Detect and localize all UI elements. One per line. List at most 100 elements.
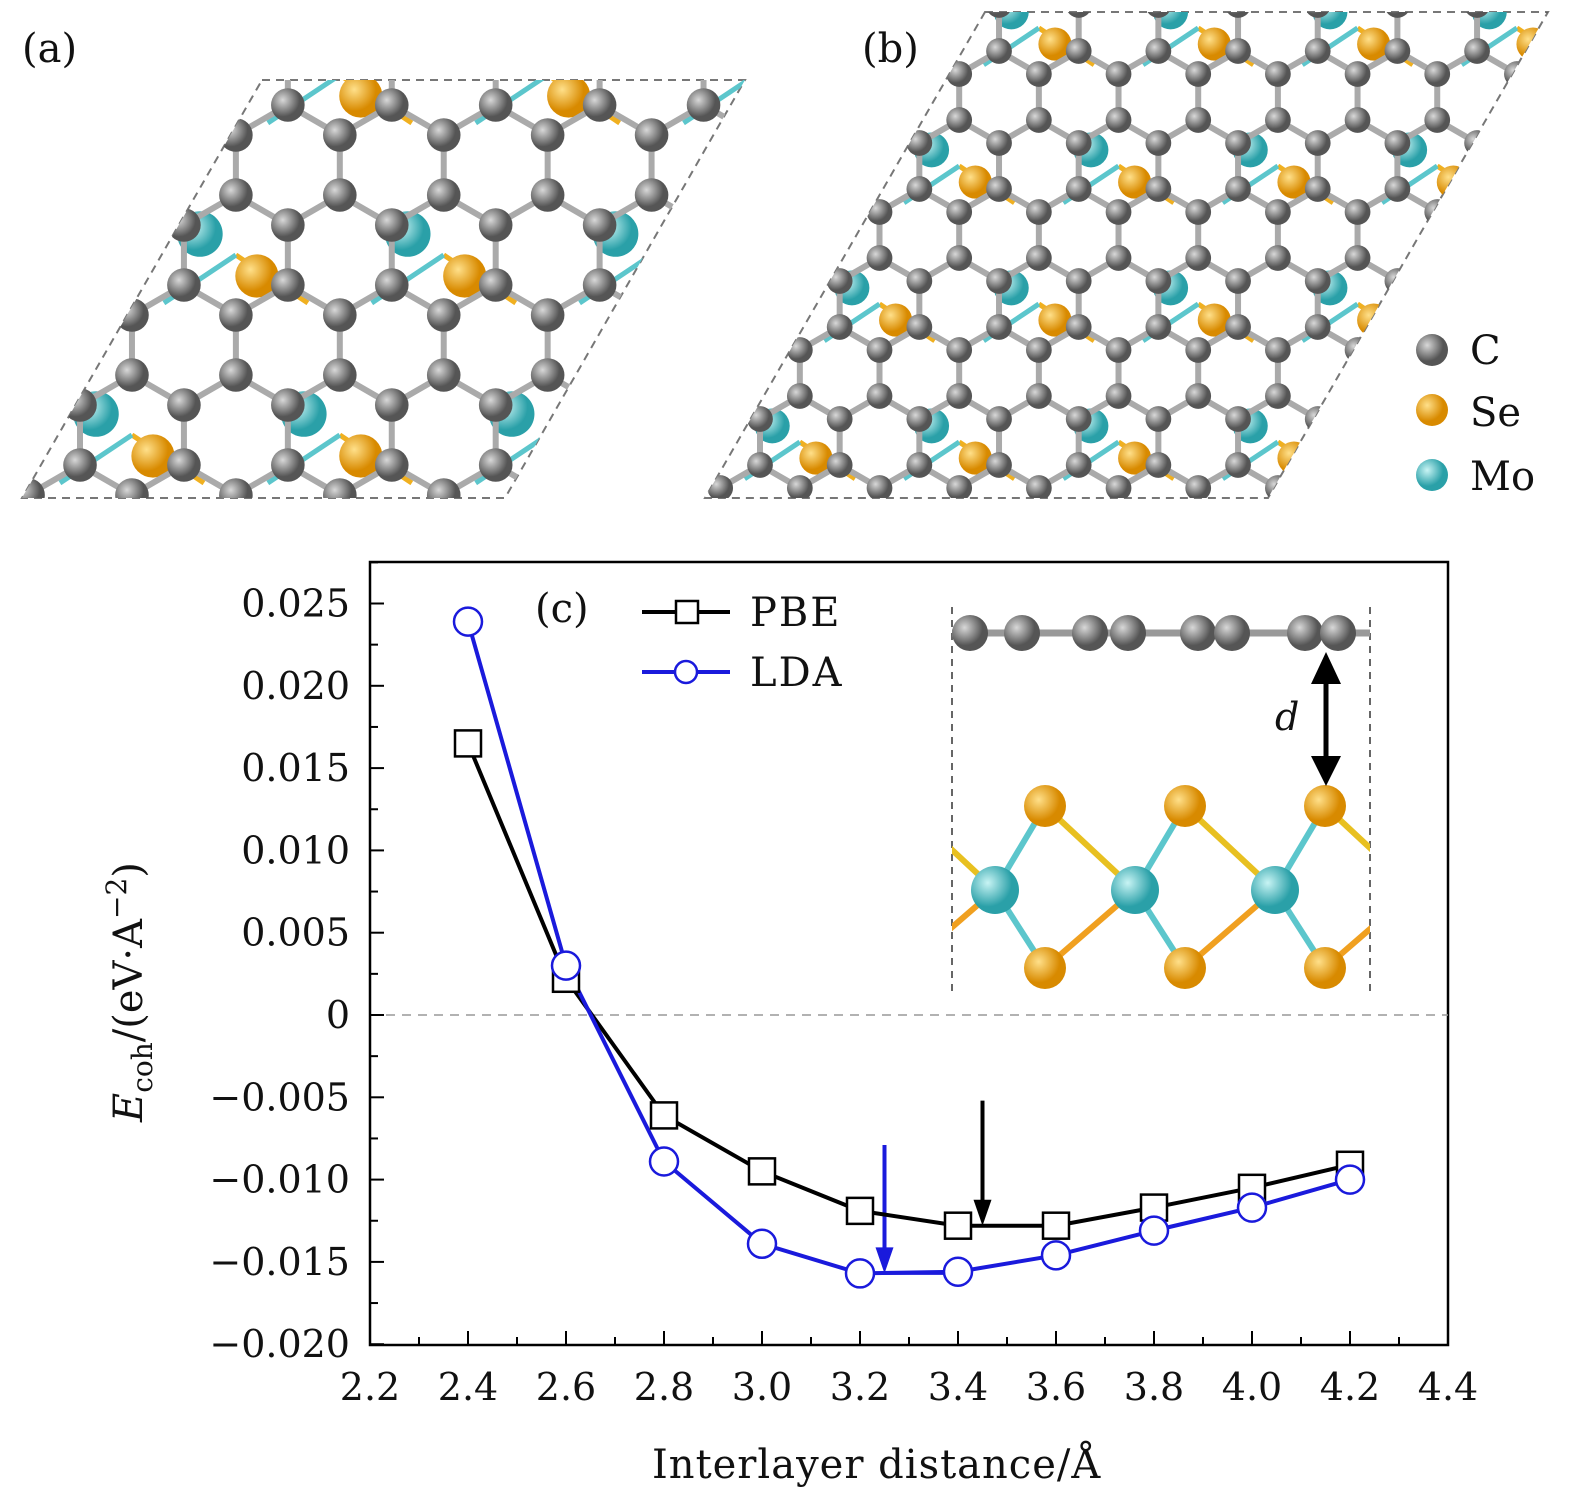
c-atom	[791, 88, 825, 122]
se-atom	[719, 27, 753, 61]
c-atom	[1544, 544, 1570, 570]
data-point-lda	[648, 1146, 680, 1177]
c-atom	[986, 452, 1012, 478]
c-atom	[323, 538, 357, 572]
mo-atom	[356, 546, 391, 581]
se-atom	[799, 165, 833, 199]
c-atom	[1065, 314, 1092, 340]
c-atom	[1305, 544, 1331, 570]
c-atom	[687, 628, 721, 662]
c-atom	[1320, 615, 1356, 651]
c-atom	[269, 314, 295, 340]
c-atom	[1185, 245, 1212, 271]
c-atom	[707, 521, 733, 547]
inset-atoms	[952, 615, 1370, 989]
c-atom	[427, 0, 461, 32]
c-atom	[115, 178, 149, 212]
c-atom	[1384, 406, 1411, 432]
c-atom	[189, 544, 215, 570]
c-atom	[588, 176, 614, 202]
c-atom	[1384, 176, 1411, 202]
c-atom	[478, 208, 513, 242]
mo-atom	[73, 31, 119, 77]
se-atom	[1378, 74, 1421, 117]
c-atom	[1287, 615, 1323, 651]
c-atom	[30, 0, 56, 18]
c-atom	[167, 88, 201, 122]
c-atom	[30, 314, 56, 340]
c-atom	[389, 337, 415, 363]
se-atom	[481, 166, 514, 199]
c-atom	[219, 358, 253, 392]
c-atom	[110, 590, 136, 616]
c-atom	[1265, 107, 1291, 133]
c-atom	[1414, 268, 1448, 302]
c-atom	[634, 358, 669, 392]
data-point-pbe	[747, 1157, 777, 1186]
c-atom	[635, 0, 669, 32]
c-atom	[374, 208, 409, 242]
c-atom	[1105, 383, 1132, 409]
c-atom	[115, 358, 149, 392]
c-atom	[70, 337, 96, 363]
y-axis-label: Ecoh/(eV·A−2)	[100, 862, 159, 1123]
se-atom	[1304, 785, 1346, 827]
legend-marker	[673, 659, 699, 685]
c-atom	[906, 314, 933, 340]
se-atom	[650, 254, 695, 298]
c-atom	[906, 544, 932, 570]
c-atom	[1265, 337, 1291, 363]
c-atom	[110, 38, 136, 64]
c-atom	[786, 107, 813, 133]
c-atom	[110, 544, 136, 570]
c-atom	[531, 0, 565, 32]
c-atom	[986, 130, 1012, 156]
c-atom	[1154, 358, 1188, 392]
se-atom	[1164, 785, 1206, 827]
se-atom	[27, 614, 70, 657]
y-tick-label: −0.010	[209, 1158, 350, 1202]
data-point-lda	[942, 1256, 974, 1288]
c-atom	[946, 61, 973, 87]
c-atom	[634, 298, 669, 332]
c-atom	[906, 268, 933, 294]
c-atom	[1543, 12, 1548, 18]
c-atom	[634, 478, 669, 498]
c-atom	[167, 628, 201, 662]
c-atom	[1145, 176, 1172, 202]
c-atom	[1424, 107, 1451, 133]
c-atom	[219, 298, 253, 332]
data-point-pbe	[649, 1101, 679, 1130]
mo-atom	[1111, 866, 1159, 914]
c-atom	[1518, 268, 1552, 302]
c-atom	[1185, 61, 1212, 87]
c-atom	[895, 628, 929, 662]
c-atom	[1258, 0, 1292, 32]
c-atom	[110, 176, 136, 202]
c-atom	[747, 12, 773, 18]
c-atom	[271, 28, 305, 62]
c-atom	[63, 88, 97, 122]
c-atom	[478, 448, 513, 482]
c-atom	[63, 268, 97, 302]
x-tick-label: 4.2	[1320, 1365, 1380, 1409]
y-tick-label: 0.025	[241, 582, 350, 626]
c-atom	[323, 0, 357, 32]
c-atom	[1185, 107, 1212, 133]
c-atom	[686, 208, 721, 242]
c-atom	[986, 590, 1012, 616]
c-atom	[1225, 268, 1251, 294]
mo-atom	[993, 12, 1029, 30]
se-atom	[1198, 580, 1231, 613]
c-atom	[468, 337, 494, 363]
c-atom	[667, 268, 693, 294]
c-atom	[349, 268, 375, 294]
c-atom	[189, 38, 215, 64]
c-atom	[1065, 12, 1092, 18]
c-atom	[271, 88, 305, 122]
c-atom	[1225, 176, 1251, 202]
mo-atom	[593, 571, 639, 617]
c-atom	[1026, 521, 1052, 547]
c-atom	[478, 388, 513, 422]
c-atom	[747, 406, 773, 432]
